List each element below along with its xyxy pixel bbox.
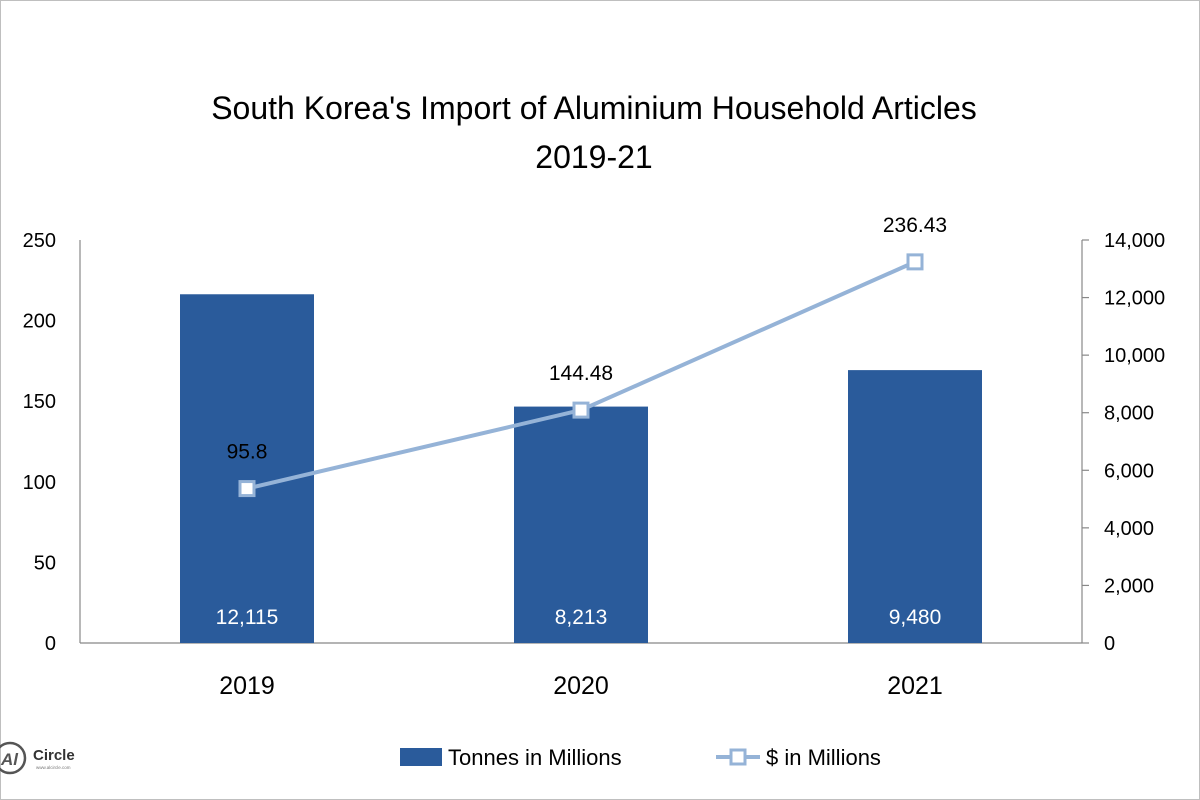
line-data-label: 236.43 xyxy=(883,214,947,237)
legend-swatch-marker xyxy=(729,748,747,766)
x-tick-label: 2021 xyxy=(887,672,943,700)
right-tick-label: 12,000 xyxy=(1104,288,1165,310)
alcircle-logo: Al Circle www.alcircle.com xyxy=(0,741,75,775)
left-tick-label: 250 xyxy=(23,230,56,252)
x-tick-label: 2019 xyxy=(219,672,275,700)
bar xyxy=(848,370,982,643)
legend-swatch-bars xyxy=(400,748,442,766)
right-tick-label: 14,000 xyxy=(1104,230,1165,252)
legend-label-bars: Tonnes in Millions xyxy=(448,745,622,770)
bar-data-label: 12,115 xyxy=(216,606,279,629)
bar-data-label: 9,480 xyxy=(889,606,942,629)
left-tick-label: 50 xyxy=(34,552,56,574)
line-point xyxy=(572,401,590,419)
bar-data-label: 8,213 xyxy=(555,606,608,629)
left-tick-label: 150 xyxy=(23,391,56,413)
left-tick-label: 200 xyxy=(23,311,56,333)
bar xyxy=(180,294,314,643)
right-tick-label: 4,000 xyxy=(1104,518,1154,540)
chart-subtitle: 2019-21 xyxy=(535,139,653,175)
line-data-label: 144.48 xyxy=(549,362,613,385)
logo-text: Circle xyxy=(33,747,75,764)
logo-ring xyxy=(0,741,27,775)
logo-sub: www.alcircle.com xyxy=(36,765,71,770)
right-tick-label: 2,000 xyxy=(1104,575,1154,597)
line-point xyxy=(906,253,924,271)
legend-label-line: $ in Millions xyxy=(766,745,881,770)
bar xyxy=(514,406,648,643)
x-tick-label: 2020 xyxy=(553,672,609,700)
right-tick-label: 10,000 xyxy=(1104,345,1165,367)
right-tick-label: 0 xyxy=(1104,633,1115,655)
left-tick-label: 100 xyxy=(23,472,56,494)
logo-mark: Al xyxy=(0,750,19,769)
right-tick-label: 8,000 xyxy=(1104,403,1154,425)
line-point xyxy=(238,480,256,498)
left-tick-label: 0 xyxy=(45,633,56,655)
chart-title: South Korea's Import of Aluminium Househ… xyxy=(211,90,977,126)
right-tick-label: 6,000 xyxy=(1104,460,1154,482)
line-data-label: 95.8 xyxy=(227,441,268,464)
